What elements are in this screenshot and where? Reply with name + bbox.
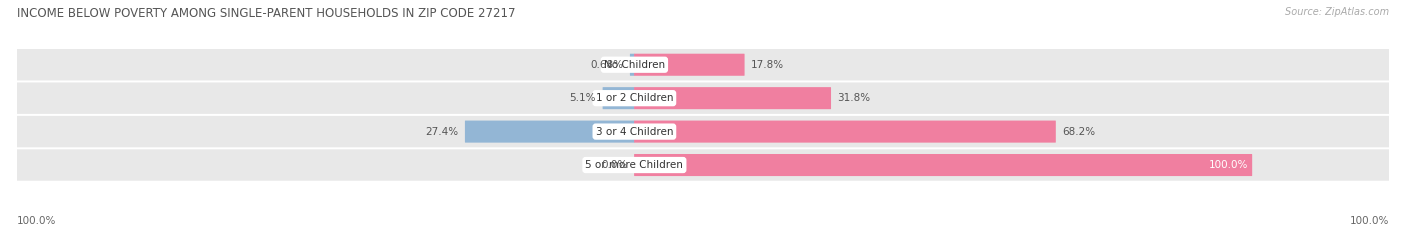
- Text: 0.68%: 0.68%: [591, 60, 623, 70]
- FancyBboxPatch shape: [603, 87, 634, 109]
- Text: 100.0%: 100.0%: [17, 216, 56, 226]
- Text: 0.0%: 0.0%: [602, 160, 627, 170]
- Text: INCOME BELOW POVERTY AMONG SINGLE-PARENT HOUSEHOLDS IN ZIP CODE 27217: INCOME BELOW POVERTY AMONG SINGLE-PARENT…: [17, 7, 516, 20]
- Text: 1 or 2 Children: 1 or 2 Children: [596, 93, 673, 103]
- FancyBboxPatch shape: [17, 49, 1389, 80]
- FancyBboxPatch shape: [634, 154, 1253, 176]
- Text: 100.0%: 100.0%: [1350, 216, 1389, 226]
- Text: 3 or 4 Children: 3 or 4 Children: [596, 127, 673, 137]
- Text: 27.4%: 27.4%: [425, 127, 458, 137]
- Text: Source: ZipAtlas.com: Source: ZipAtlas.com: [1285, 7, 1389, 17]
- Text: 17.8%: 17.8%: [751, 60, 785, 70]
- FancyBboxPatch shape: [17, 149, 1389, 181]
- Text: 68.2%: 68.2%: [1063, 127, 1095, 137]
- Text: 5.1%: 5.1%: [569, 93, 596, 103]
- Text: No Children: No Children: [603, 60, 665, 70]
- FancyBboxPatch shape: [17, 116, 1389, 147]
- FancyBboxPatch shape: [17, 82, 1389, 114]
- FancyBboxPatch shape: [634, 120, 1056, 143]
- FancyBboxPatch shape: [634, 54, 745, 76]
- Text: 31.8%: 31.8%: [838, 93, 870, 103]
- FancyBboxPatch shape: [465, 120, 634, 143]
- Text: 5 or more Children: 5 or more Children: [585, 160, 683, 170]
- FancyBboxPatch shape: [630, 54, 634, 76]
- FancyBboxPatch shape: [634, 87, 831, 109]
- Text: 100.0%: 100.0%: [1208, 160, 1247, 170]
